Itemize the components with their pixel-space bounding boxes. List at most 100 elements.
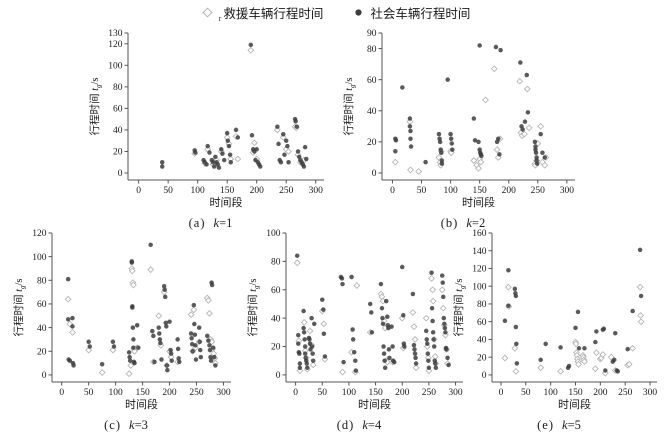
svg-text:160: 160 [472,229,487,239]
svg-text:0: 0 [276,371,281,381]
svg-text:100: 100 [443,186,458,196]
svg-text:300: 300 [448,388,463,398]
svg-text:0: 0 [293,388,298,398]
svg-text:80: 80 [367,45,377,55]
svg-text:0: 0 [372,169,377,179]
svg-text:50: 50 [417,186,427,196]
svg-text:0: 0 [482,371,487,381]
caption-e-var: k [562,418,568,432]
svg-text:100: 100 [191,186,206,196]
svg-text:150: 150 [568,388,583,398]
svg-text:0: 0 [59,388,64,398]
svg-text:120: 120 [32,229,47,239]
caption-b-var: k [466,216,472,230]
svg-text:40: 40 [113,126,123,136]
svg-text:50: 50 [521,388,531,398]
svg-text:250: 250 [279,186,294,196]
caption-d-var: k [362,418,368,432]
caption-b-eq: =2 [471,216,486,230]
legend: r 救援车辆行程时间 社会车辆行程时间 [0,3,672,23]
legend-item-rescue: r 救援车辆行程时间 [202,3,324,23]
svg-text:300: 300 [643,388,658,398]
caption-c: (c) k=3 [12,418,240,433]
legend-item-social: 社会车辆行程时间 [353,3,470,22]
caption-a-tag: (a) [188,216,206,230]
svg-text:80: 80 [477,300,487,310]
svg-text:时间段: 时间段 [358,397,391,411]
svg-text:20: 20 [477,353,487,363]
svg-text:50: 50 [318,388,328,398]
svg-text:行程时间 tg/s: 行程时间 tg/s [88,77,103,135]
svg-text:200: 200 [395,388,410,398]
svg-text:120: 120 [108,40,123,50]
svg-text:20: 20 [37,347,47,357]
svg-text:200: 200 [593,388,608,398]
svg-text:60: 60 [477,318,487,328]
svg-text:60: 60 [113,105,123,115]
caption-b-tag: (b) [440,216,459,230]
svg-text:250: 250 [422,388,437,398]
svg-text:80: 80 [37,277,47,287]
svg-text:60: 60 [271,286,281,296]
caption-c-var: k [129,418,135,432]
svg-text:200: 200 [250,186,265,196]
svg-text:120: 120 [472,265,487,275]
svg-text:150: 150 [220,186,235,196]
svg-text:时间段: 时间段 [210,195,243,209]
svg-text:300: 300 [216,388,231,398]
circle-marker-icon [355,9,362,16]
svg-text:100: 100 [472,282,487,292]
svg-text:100: 100 [266,229,281,239]
svg-text:行程时间 tg/s: 行程时间 tg/s [452,278,467,336]
caption-e-tag: (e) [537,418,554,432]
svg-text:40: 40 [271,314,281,324]
legend-social-label: 社会车辆行程时间 [370,7,471,21]
svg-text:140: 140 [472,247,487,257]
caption-b: (b) k=2 [342,216,584,231]
chart-d: 0 50 100 150 200 250 300 0 20 40 60 80 100 时间段 行程时间 tg… [246,226,472,433]
svg-text:100: 100 [544,388,559,398]
svg-text:130: 130 [108,29,123,39]
scatter-plot-b: 0 50 100 150 200 250 300 0 20 40 60 80 90 时间段 行程时间 tg/… [342,29,575,209]
svg-text:20: 20 [271,343,281,353]
diamond-marker-icon [202,7,213,18]
svg-text:行程时间 tg/s: 行程时间 tg/s [342,77,357,135]
chart-b: 0 50 100 150 200 250 300 0 20 40 60 80 90 时间段 行程时间 tg/… [342,26,584,231]
svg-text:40: 40 [367,107,377,117]
caption-e-eq: =5 [567,418,581,432]
svg-text:60: 60 [367,76,377,86]
legend-rescue-label: 救援车辆行程时间 [223,7,324,21]
svg-text:0: 0 [499,388,504,398]
svg-text:250: 250 [618,388,633,398]
svg-text:100: 100 [32,253,47,263]
svg-text:50: 50 [84,388,94,398]
caption-a-var: k [213,216,220,230]
svg-text:80: 80 [113,83,123,93]
scatter-plot-e: 0 50 100 150 200 250 300 0 20 40 60 80 100 120 140 160 时… [452,229,658,411]
svg-text:40: 40 [37,324,47,334]
svg-text:50: 50 [163,186,173,196]
scatter-plot-c: 0 50 100 150 200 250 300 0 20 40 60 80 100 120 时间段 行程时间… [12,229,231,411]
svg-text:200: 200 [162,388,177,398]
svg-text:行程时间 tg/s: 行程时间 tg/s [246,278,261,336]
svg-text:300: 300 [309,186,324,196]
svg-text:0: 0 [42,371,47,381]
svg-text:200: 200 [502,186,516,196]
svg-text:20: 20 [367,138,377,148]
svg-text:0: 0 [136,186,141,196]
svg-text:60: 60 [37,300,47,310]
svg-text:100: 100 [108,62,123,72]
caption-d-eq: =4 [367,418,382,432]
svg-text:行程时间 tg/s: 行程时间 tg/s [12,278,27,336]
svg-text:300: 300 [560,186,575,196]
chart-e: 0 50 100 150 200 250 300 0 20 40 60 80 100 120 140 160 时… [452,226,666,433]
svg-text:0: 0 [118,169,123,179]
svg-text:20: 20 [113,148,123,158]
svg-text:时间段: 时间段 [125,397,158,411]
svg-text:90: 90 [367,29,377,39]
svg-text:100: 100 [108,388,123,398]
caption-c-tag: (c) [104,418,121,432]
svg-text:250: 250 [531,186,546,196]
